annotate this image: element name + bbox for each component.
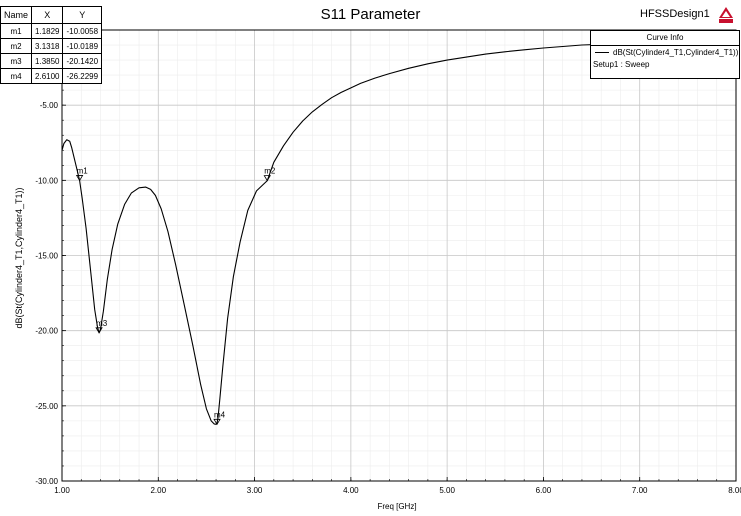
marker-y-cell: -10.0189	[62, 38, 103, 54]
y-tick-label: -5.00	[40, 101, 59, 110]
marker-triangle	[95, 327, 103, 334]
marker-label: m2	[264, 167, 276, 176]
marker-triangle	[75, 175, 84, 182]
marker-y-cell: -26.2299	[62, 68, 103, 84]
marker-label: m4	[214, 410, 226, 419]
chart-title: S11 Parameter	[320, 6, 421, 23]
col-name-header: Name	[0, 6, 33, 24]
x-tick-label: 5.00	[439, 486, 455, 495]
x-tick-label: 3.00	[247, 486, 263, 495]
marker-label: m3	[96, 319, 108, 328]
marker-y-cell: -10.0058	[62, 23, 103, 39]
table-row: m4 2.6100 -26.2299	[0, 68, 103, 84]
y-tick-label: -10.00	[35, 176, 58, 185]
table-row: m1 1.1829 -10.0058	[0, 23, 103, 39]
legend-line-swatch	[595, 52, 609, 53]
y-tick-label: -30.00	[35, 477, 58, 486]
col-x-header: X	[31, 6, 64, 24]
y-axis-ticks: -5.00 -10.00 -15.00 -20.00 -25.00 -30.00	[35, 44, 66, 486]
x-tick-label: 8.00	[728, 486, 741, 495]
series-layer	[61, 43, 602, 425]
col-y-header: Y	[62, 6, 103, 24]
x-tick-label: 7.00	[632, 486, 648, 495]
curve-info-title: Curve Info	[591, 31, 739, 46]
marker-name-cell: m1	[0, 23, 33, 39]
marker-x-cell: 2.6100	[31, 68, 64, 84]
table-row: m2 3.1318 -10.0189	[0, 38, 103, 54]
marker-triangle	[213, 418, 221, 426]
marker-y-cell: -20.1420	[62, 53, 103, 69]
marker-table: Name X Y m1 1.1829 -10.0058 m2 3.1318 -1…	[0, 6, 103, 84]
marker-name-cell: m4	[0, 68, 33, 84]
table-row: m3 1.3850 -20.1420	[0, 53, 103, 69]
marker-table-header: Name X Y	[0, 6, 103, 24]
series-line	[61, 43, 602, 425]
x-axis-ticks: 1.00 2.00 3.00 4.00 5.00 6.00 7.00 8.00	[54, 477, 741, 495]
y-tick-label: -20.00	[35, 327, 58, 336]
marker-name-cell: m3	[0, 53, 33, 69]
marker-x-cell: 3.1318	[31, 38, 64, 54]
design-name: HFSSDesign1	[640, 8, 710, 20]
legend-trace-label: dB(St(Cylinder4_T1,Cylinder4_T1))	[613, 48, 739, 57]
major-grid	[62, 30, 736, 481]
marker-triangle	[263, 175, 271, 182]
ansoft-logo-icon	[719, 7, 733, 23]
marker-label: m1	[77, 166, 89, 175]
x-tick-label: 6.00	[536, 486, 552, 495]
x-axis-label: Freq [GHz]	[377, 502, 416, 511]
y-tick-label: -15.00	[35, 252, 58, 261]
marker-name-cell: m2	[0, 38, 33, 54]
x-tick-label: 1.00	[54, 486, 70, 495]
marker-x-cell: 1.3850	[31, 53, 64, 69]
y-tick-label: -25.00	[35, 402, 58, 411]
legend-setup-label: Setup1 : Sweep	[593, 60, 650, 69]
markers-layer: m1 m2 m3 m4	[75, 166, 276, 426]
curve-info-legend: Curve Info dB(St(Cylinder4_T1,Cylinder4_…	[590, 30, 740, 79]
marker-x-cell: 1.1829	[31, 23, 64, 39]
y-axis-label: dB(St(Cylinder4_T1,Cylinder4_T1))	[14, 187, 24, 328]
x-tick-label: 4.00	[343, 486, 359, 495]
x-tick-label: 2.00	[150, 486, 166, 495]
legend-entry: dB(St(Cylinder4_T1,Cylinder4_T1))	[591, 46, 739, 59]
